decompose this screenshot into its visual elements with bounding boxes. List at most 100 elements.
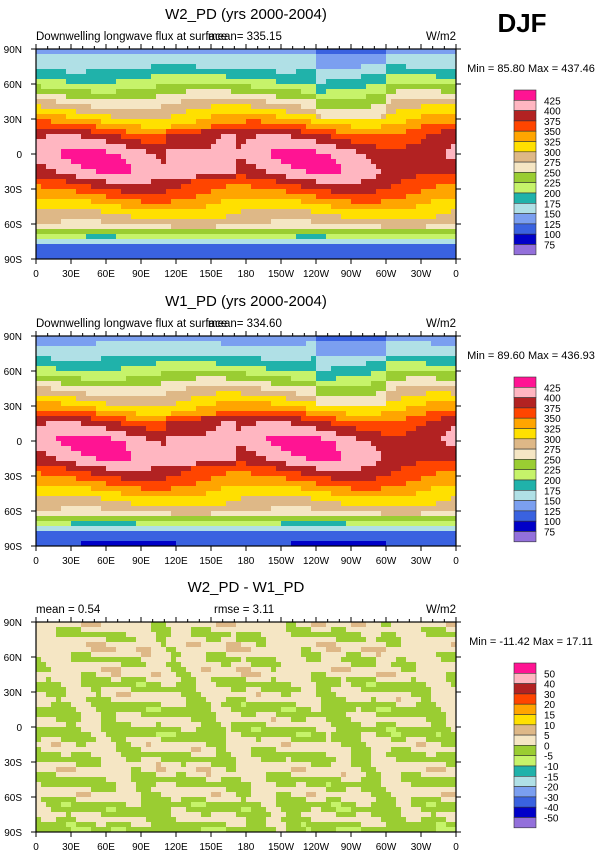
contour-cell bbox=[196, 189, 202, 195]
contour-cell bbox=[441, 144, 447, 150]
contour-cell bbox=[286, 346, 292, 352]
contour-cell bbox=[316, 219, 322, 225]
contour-cell bbox=[446, 254, 452, 260]
contour-cell bbox=[321, 234, 327, 240]
contour-cell bbox=[236, 239, 242, 245]
contour-cell bbox=[236, 194, 242, 200]
contour-cell bbox=[351, 244, 357, 250]
contour-cell bbox=[116, 99, 122, 105]
contour-cell bbox=[201, 184, 207, 190]
contour-cell bbox=[196, 74, 202, 80]
contour-cell bbox=[121, 336, 127, 342]
contour-cell bbox=[211, 159, 217, 165]
contour-cell bbox=[271, 396, 277, 402]
contour-cell bbox=[156, 164, 162, 170]
contour-cell bbox=[276, 139, 282, 145]
contour-cell bbox=[186, 336, 192, 342]
contour-cell bbox=[116, 239, 122, 245]
contour-cell bbox=[86, 411, 92, 417]
contour-cell bbox=[381, 406, 387, 412]
contour-cell bbox=[296, 84, 302, 90]
contour-cell bbox=[66, 154, 72, 160]
contour-cell bbox=[436, 174, 442, 180]
contour-cell bbox=[61, 209, 67, 215]
contour-cell bbox=[416, 336, 422, 342]
contour-cell bbox=[151, 406, 157, 412]
contour-cell bbox=[436, 159, 442, 165]
contour-cell bbox=[101, 356, 107, 362]
contour-cell bbox=[111, 199, 117, 205]
contour-cell bbox=[341, 371, 347, 377]
contour-cell bbox=[61, 356, 67, 362]
contour-cell bbox=[301, 139, 307, 145]
contour-cell bbox=[436, 351, 442, 357]
contour-cell bbox=[141, 139, 147, 145]
contour-cell bbox=[271, 361, 277, 367]
contour-cell bbox=[196, 336, 202, 342]
contour-cell bbox=[416, 69, 422, 75]
contour-cell bbox=[211, 401, 217, 407]
contour-cell bbox=[166, 351, 172, 357]
contour-cell bbox=[216, 174, 222, 180]
contour-cell bbox=[41, 204, 47, 210]
contour-cell bbox=[121, 219, 127, 225]
contour-cell bbox=[116, 179, 122, 185]
contour-cell bbox=[276, 99, 282, 105]
contour-cell bbox=[81, 189, 87, 195]
contour-cell bbox=[246, 139, 252, 145]
contour-cell bbox=[326, 244, 332, 250]
contour-cell bbox=[326, 49, 332, 55]
contour-cell bbox=[76, 214, 82, 220]
contour-cell bbox=[156, 154, 162, 160]
contour-cell bbox=[91, 381, 97, 387]
contour-cell bbox=[391, 391, 397, 397]
contour-cell bbox=[216, 249, 222, 255]
contour-cell bbox=[91, 396, 97, 402]
contour-cell bbox=[96, 199, 102, 205]
contour-cell bbox=[161, 406, 167, 412]
contour-cell bbox=[161, 249, 167, 255]
contour-cell bbox=[306, 49, 312, 55]
contour-cell bbox=[281, 194, 287, 200]
contour-cell bbox=[181, 104, 187, 110]
contour-cell bbox=[66, 249, 72, 255]
contour-cell bbox=[281, 144, 287, 150]
contour-cell bbox=[231, 89, 237, 95]
contour-cell bbox=[346, 164, 352, 170]
contour-cell bbox=[66, 144, 72, 150]
contour-cell bbox=[96, 154, 102, 160]
contour-cell bbox=[56, 406, 62, 412]
contour-cell bbox=[241, 64, 247, 70]
contour-cell bbox=[121, 254, 127, 260]
contour-cell bbox=[141, 79, 147, 85]
contour-cell bbox=[386, 351, 392, 357]
contour-cell bbox=[371, 214, 377, 220]
contour-cell bbox=[391, 89, 397, 95]
contour-cell bbox=[46, 214, 52, 220]
contour-cell bbox=[451, 249, 457, 255]
contour-cell bbox=[311, 244, 317, 250]
contour-cell bbox=[281, 199, 287, 205]
contour-cell bbox=[256, 194, 262, 200]
contour-cell bbox=[61, 124, 67, 130]
contour-cell bbox=[451, 84, 457, 90]
contour-cell bbox=[266, 134, 272, 140]
contour-cell bbox=[131, 376, 137, 382]
contour-cell bbox=[161, 164, 167, 170]
contour-cell bbox=[356, 164, 362, 170]
contour-cell bbox=[426, 184, 432, 190]
contour-cell bbox=[266, 204, 272, 210]
contour-cell bbox=[316, 109, 322, 115]
contour-cell bbox=[41, 104, 47, 110]
contour-cell bbox=[161, 149, 167, 155]
contour-cell bbox=[426, 401, 432, 407]
contour-cell bbox=[401, 124, 407, 130]
contour-cell bbox=[166, 159, 172, 165]
contour-cell bbox=[381, 401, 387, 407]
contour-cell bbox=[51, 54, 57, 60]
contour-cell bbox=[226, 254, 232, 260]
contour-cell bbox=[51, 249, 57, 255]
contour-cell bbox=[436, 154, 442, 160]
contour-cell bbox=[366, 254, 372, 260]
contour-cell bbox=[431, 351, 437, 357]
